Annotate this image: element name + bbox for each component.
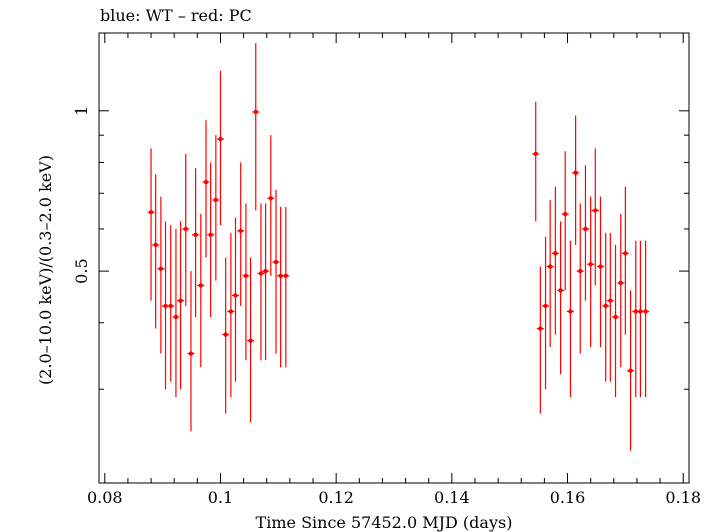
data-point bbox=[173, 314, 179, 320]
data-point bbox=[623, 251, 628, 256]
data-point bbox=[633, 309, 638, 314]
chart-title: blue: WT – red: PC bbox=[100, 6, 252, 25]
data-point bbox=[543, 303, 548, 309]
data-point bbox=[258, 271, 264, 276]
x-tick-label: 0.12 bbox=[318, 488, 354, 507]
data-point bbox=[603, 303, 608, 309]
data-point bbox=[568, 309, 573, 314]
data-point bbox=[203, 179, 209, 185]
data-point bbox=[618, 280, 623, 286]
data-point bbox=[608, 298, 613, 303]
data-point bbox=[558, 288, 563, 293]
y-tick-label: 1 bbox=[72, 106, 91, 116]
data-point bbox=[578, 268, 583, 274]
data-point bbox=[643, 309, 648, 314]
data-point bbox=[538, 326, 543, 331]
data-point bbox=[183, 226, 188, 232]
data-point bbox=[628, 368, 633, 373]
data-points bbox=[148, 109, 648, 373]
plot-frame bbox=[98, 32, 690, 484]
data-point bbox=[563, 211, 568, 217]
data-point bbox=[153, 242, 158, 248]
data-point bbox=[583, 226, 588, 232]
data-point bbox=[163, 303, 168, 309]
data-point bbox=[573, 170, 578, 175]
data-point bbox=[223, 332, 228, 337]
data-point bbox=[158, 266, 164, 272]
y-tick-label: 0.5 bbox=[72, 258, 91, 283]
x-tick-label: 0.1 bbox=[208, 488, 233, 507]
data-point bbox=[208, 232, 213, 237]
data-point bbox=[213, 197, 219, 203]
data-point bbox=[593, 208, 598, 213]
data-point bbox=[238, 228, 243, 234]
data-point bbox=[533, 151, 538, 157]
x-tick-label: 0.08 bbox=[87, 488, 123, 507]
axis-ticks: 0.08 0.1 0.12 0.14 0.16 0.18 0.5 1 bbox=[72, 33, 701, 507]
x-tick-label: 0.18 bbox=[665, 488, 701, 507]
data-point bbox=[268, 196, 273, 201]
data-point bbox=[273, 259, 279, 265]
data-point bbox=[253, 109, 258, 115]
y-axis-label: (2.0–10.0 keV)/(0.3–2.0 keV) bbox=[36, 155, 55, 385]
data-point bbox=[553, 251, 558, 256]
data-point bbox=[218, 136, 223, 142]
data-point bbox=[188, 351, 194, 356]
data-point bbox=[148, 210, 154, 215]
x-tick-label: 0.16 bbox=[550, 488, 586, 507]
data-point bbox=[243, 273, 249, 278]
data-point bbox=[613, 314, 618, 320]
data-point bbox=[263, 268, 268, 274]
data-point bbox=[228, 309, 234, 314]
error-bars bbox=[147, 43, 650, 451]
data-point bbox=[588, 262, 593, 267]
x-tick-label: 0.14 bbox=[434, 488, 470, 507]
x-axis-label: Time Since 57452.0 MJD (days) bbox=[256, 513, 513, 532]
data-point bbox=[168, 303, 173, 309]
data-point bbox=[233, 293, 238, 298]
data-point bbox=[598, 264, 603, 269]
data-point bbox=[547, 264, 553, 269]
data-point bbox=[248, 338, 253, 343]
data-point bbox=[198, 283, 204, 288]
data-point bbox=[178, 298, 183, 303]
data-point bbox=[278, 273, 283, 278]
data-point bbox=[283, 273, 289, 278]
data-point bbox=[638, 309, 643, 314]
data-point bbox=[193, 232, 198, 237]
